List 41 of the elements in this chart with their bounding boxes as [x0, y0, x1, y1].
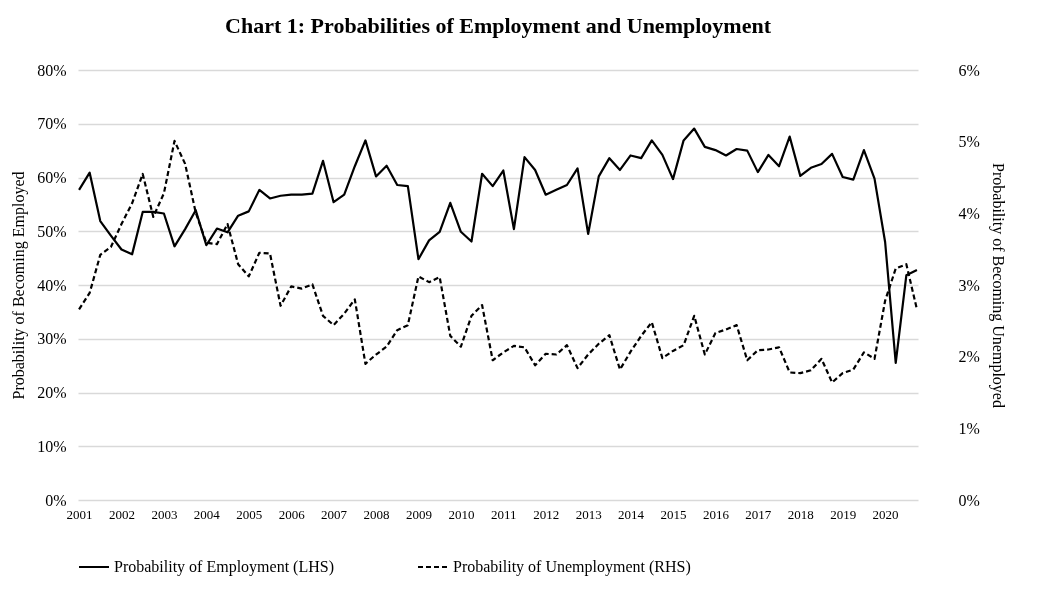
legend-label: Probability of Unemployment (RHS) — [453, 558, 691, 576]
x-tick-label: 2010 — [448, 506, 475, 522]
x-tick-label: 2008 — [363, 506, 390, 522]
y2-tick-label: 0% — [958, 491, 980, 509]
y-tick-label: 60% — [37, 169, 67, 186]
x-tick-label: 2019 — [830, 506, 857, 522]
y-tick-label: 50% — [37, 222, 67, 240]
x-tick-label: 2004 — [193, 506, 221, 522]
x-tick-label: 2009 — [405, 506, 432, 522]
y2-tick-label: 1% — [958, 419, 980, 437]
x-tick-label: 2013 — [575, 506, 602, 522]
y-tick-label: 40% — [37, 276, 67, 294]
legend-label: Probability of Employment (LHS) — [114, 558, 334, 576]
x-tick-label: 2020 — [872, 506, 899, 522]
x-tick-label: 2003 — [151, 506, 178, 522]
x-tick-label: 2007 — [321, 506, 348, 522]
y2-tick-label: 3% — [958, 276, 980, 294]
chart-title: Chart 1: Probabilities of Employment and Unemployment — [225, 13, 772, 38]
x-tick-label: 2018 — [787, 506, 814, 522]
y-tick-label: 20% — [37, 384, 67, 401]
x-tick-label: 2006 — [278, 506, 306, 522]
y-tick-label: 80% — [37, 61, 67, 79]
y-axis-title: Probability of Becoming Employed — [10, 171, 29, 400]
y-tick-label: 10% — [37, 437, 67, 455]
x-tick-label: 2002 — [108, 506, 135, 522]
x-tick-label: 2015 — [660, 506, 687, 522]
y2-tick-label: 2% — [958, 348, 980, 366]
y2-axis-title: Probability of Becoming Unemployed — [988, 163, 1007, 408]
x-tick-label: 2016 — [702, 506, 730, 522]
x-tick-label: 2014 — [618, 506, 645, 522]
y-tick-label: 70% — [37, 115, 67, 133]
y-tick-label: 0% — [45, 491, 67, 509]
y2-tick-label: 6% — [958, 61, 980, 79]
y2-tick-label: 4% — [958, 204, 980, 222]
y2-tick-label: 5% — [958, 133, 980, 151]
x-tick-label: 2011 — [491, 506, 517, 522]
x-tick-label: 2017 — [745, 506, 772, 522]
x-tick-label: 2005 — [236, 506, 263, 522]
y-tick-label: 30% — [37, 330, 67, 348]
x-tick-label: 2012 — [533, 506, 560, 522]
x-tick-label: 2001 — [66, 506, 93, 522]
